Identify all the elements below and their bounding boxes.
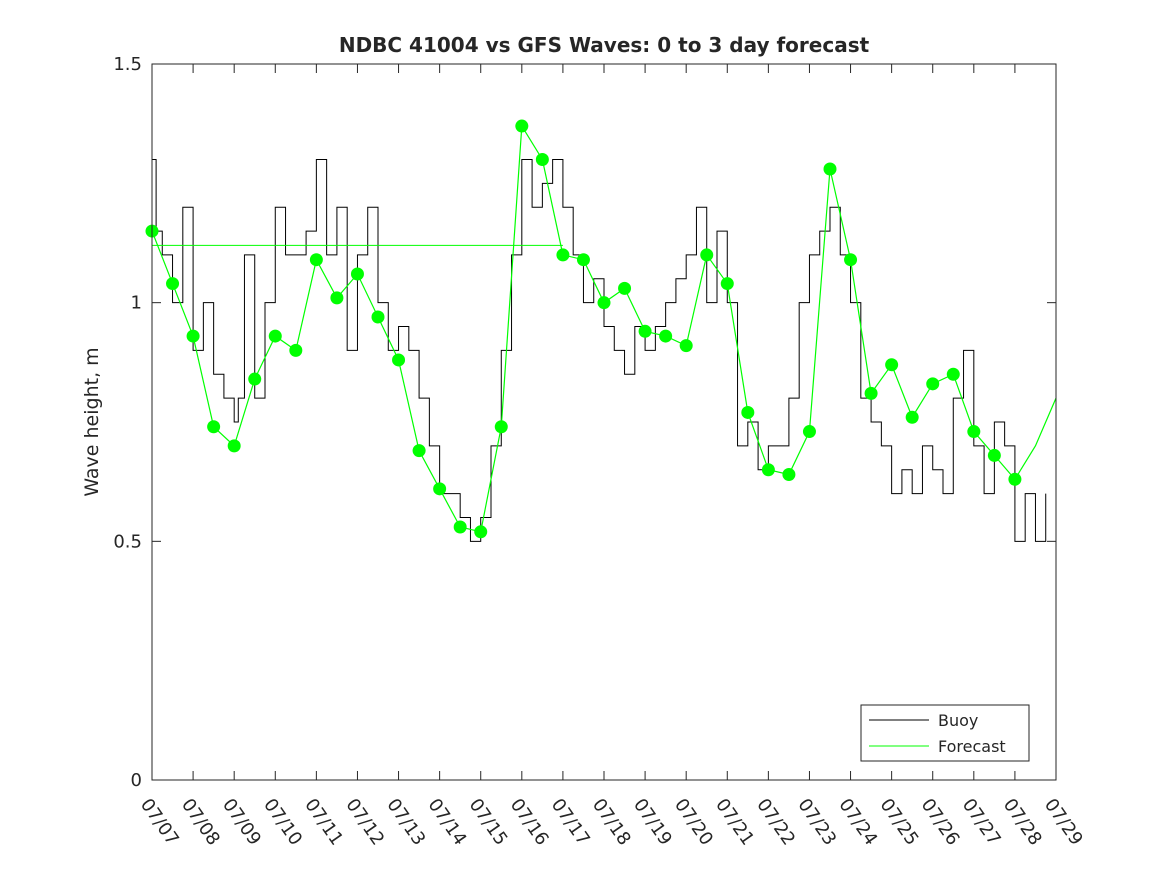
forecast-point <box>844 253 858 267</box>
x-tick-label: 07/27 <box>958 795 1005 850</box>
buoy-series-line <box>152 158 1047 542</box>
forecast-point <box>576 253 590 267</box>
forecast-point <box>864 386 878 400</box>
x-tick-label: 07/12 <box>341 795 388 850</box>
x-tick-label: 07/21 <box>711 795 758 850</box>
forecast-point <box>720 277 734 291</box>
forecast-point <box>700 248 714 262</box>
forecast-point <box>659 329 673 343</box>
forecast-point <box>618 281 632 295</box>
x-tick-label: 07/11 <box>300 795 347 850</box>
forecast-point <box>186 329 200 343</box>
legend-forecast-label: Forecast <box>938 737 1006 756</box>
forecast-point <box>453 520 467 534</box>
x-tick-label: 07/28 <box>999 795 1046 850</box>
y-axis-label: Wave height, m <box>81 347 103 496</box>
x-tick-label: 07/29 <box>1040 795 1087 850</box>
x-tick-label: 07/20 <box>670 795 717 850</box>
x-tick-label: 07/19 <box>629 795 676 850</box>
forecast-point <box>885 358 899 372</box>
forecast-point <box>535 152 549 166</box>
forecast-point <box>987 448 1001 462</box>
x-tick-label: 07/10 <box>259 795 306 850</box>
forecast-point <box>268 329 282 343</box>
forecast-point <box>166 277 180 291</box>
plot-background <box>152 64 1056 780</box>
forecast-point <box>494 420 508 434</box>
forecast-point <box>926 377 940 391</box>
x-tick-label: 07/15 <box>465 795 512 850</box>
x-tick-label: 07/07 <box>136 795 183 850</box>
forecast-point <box>761 463 775 477</box>
y-tick-label: 1.5 <box>113 54 142 75</box>
forecast-point <box>350 267 364 281</box>
forecast-point <box>1008 472 1022 486</box>
forecast-point <box>556 248 570 262</box>
x-tick-label: 07/14 <box>424 795 471 850</box>
legend: Buoy Forecast <box>860 704 1030 762</box>
forecast-point <box>412 444 426 458</box>
x-tick-label: 07/18 <box>588 795 635 850</box>
forecast-point <box>823 162 837 176</box>
forecast-point <box>433 482 447 496</box>
legend-box <box>860 704 1030 762</box>
forecast-point <box>309 253 323 267</box>
forecast-point <box>782 468 796 482</box>
forecast-point <box>967 425 981 439</box>
x-tick-label: 07/17 <box>547 795 594 850</box>
forecast-point <box>371 310 385 324</box>
y-tick-label: 1 <box>131 293 142 314</box>
x-tick-label: 07/08 <box>177 795 224 850</box>
x-tick-label: 07/16 <box>506 795 553 850</box>
x-tick-label: 07/22 <box>752 795 799 850</box>
forecast-point <box>638 324 652 338</box>
forecast-point <box>392 353 406 367</box>
forecast-point <box>474 525 488 539</box>
legend-buoy-label: Buoy <box>938 711 978 730</box>
marker-layer <box>145 119 1022 539</box>
forecast-point <box>515 119 529 133</box>
y-tick-label: 0.5 <box>113 531 142 552</box>
forecast-point <box>741 405 755 419</box>
x-tick-label: 07/09 <box>218 795 265 850</box>
forecast-point <box>227 439 241 453</box>
x-tick-label: 07/23 <box>793 795 840 850</box>
forecast-point <box>802 425 816 439</box>
forecast-point <box>597 296 611 310</box>
forecast-point <box>946 367 960 381</box>
chart-title: NDBC 41004 vs GFS Waves: 0 to 3 day fore… <box>339 33 870 57</box>
forecast-point <box>289 343 303 357</box>
forecast-point <box>330 291 344 305</box>
forecast-point <box>207 420 221 434</box>
x-tick-label: 07/25 <box>876 795 923 850</box>
y-tick-label: 0 <box>131 770 142 791</box>
forecast-point <box>248 372 262 386</box>
x-tick-label: 07/26 <box>917 795 964 850</box>
forecast-point <box>905 410 919 424</box>
forecast-point <box>679 339 693 353</box>
x-tick-label: 07/24 <box>834 795 881 850</box>
x-tick-label: 07/13 <box>382 795 429 850</box>
